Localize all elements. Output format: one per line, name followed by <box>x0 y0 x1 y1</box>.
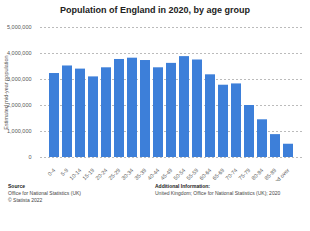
svg-text:25-29: 25-29 <box>107 167 121 181</box>
svg-text:4,000,000: 4,000,000 <box>7 50 31 56</box>
svg-text:5-9: 5-9 <box>60 167 70 177</box>
html-text:Population of England in 2020,: Population of England in 2020, by age gr… <box>60 5 250 15</box>
svg-text:65-69: 65-69 <box>211 167 225 181</box>
svg-text:20-24: 20-24 <box>94 167 108 181</box>
svg-text:35-39: 35-39 <box>133 167 147 181</box>
svg-text:30-34: 30-34 <box>120 167 134 181</box>
svg-text:10-14: 10-14 <box>68 167 82 181</box>
html-text:Office for National Statistics: Office for National Statistics (UK) <box>8 190 81 196</box>
svg-text:15-19: 15-19 <box>81 167 95 181</box>
svg-text:80-84: 80-84 <box>250 167 264 181</box>
svg-text:2,000,000: 2,000,000 <box>7 102 31 108</box>
svg-text:0-4: 0-4 <box>47 167 57 177</box>
html-text:© Statista 2022: © Statista 2022 <box>8 197 43 203</box>
svg-text:90 and over: 90 and over <box>266 167 291 181</box>
svg-text:45-49: 45-49 <box>159 167 173 181</box>
svg-text:3,000,000: 3,000,000 <box>7 76 31 82</box>
svg-text:60-64: 60-64 <box>198 167 212 181</box>
svg-text:Estimated mid-year population: Estimated mid-year population <box>3 55 9 129</box>
svg-text:55-59: 55-59 <box>185 167 199 181</box>
svg-text:5,000,000: 5,000,000 <box>7 24 31 30</box>
svg-text:70-74: 70-74 <box>224 167 238 181</box>
html-text:Source: Source <box>8 183 25 189</box>
html-text:Additional Information:: Additional Information: <box>155 183 210 189</box>
svg-text:75-79: 75-79 <box>237 167 251 181</box>
html-text:United Kingdom; Office for Nat: United Kingdom; Office for National Stat… <box>155 190 281 196</box>
svg-text:40-44: 40-44 <box>146 167 160 181</box>
svg-text:50-54: 50-54 <box>172 167 186 181</box>
svg-text:0: 0 <box>28 154 31 160</box>
svg-text:1,000,000: 1,000,000 <box>7 128 31 134</box>
